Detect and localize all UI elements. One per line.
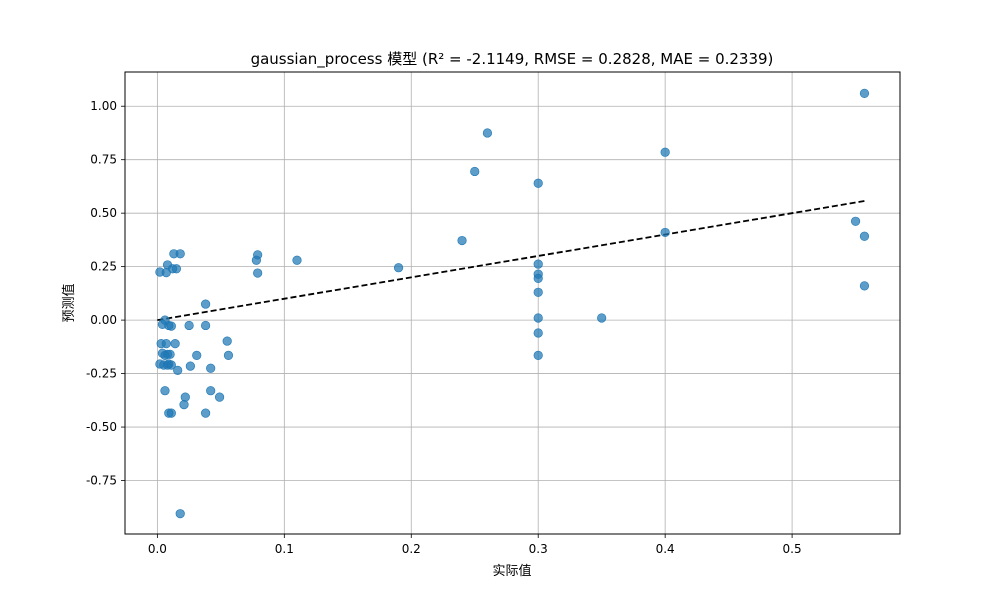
scatter-point [253, 268, 263, 278]
scatter-point [171, 264, 182, 274]
scatter-point [175, 249, 185, 259]
scatter-point [166, 408, 176, 418]
scatter-point [660, 227, 670, 238]
y-tick-label: -0.25 [86, 367, 117, 381]
ideal-line-layer [157, 200, 865, 321]
scatter-point [850, 216, 861, 226]
scatter-point [179, 399, 189, 410]
scatter-point [533, 350, 543, 361]
y-tick-label: 0.25 [90, 260, 117, 274]
scatter-point [533, 328, 543, 338]
scatter-point [533, 273, 543, 284]
y-tick-label: 0.75 [90, 153, 117, 167]
scatter-point [160, 386, 170, 396]
scatter-point [859, 231, 870, 241]
x-tick-label: 0.3 [529, 542, 548, 556]
scatter-point [170, 339, 180, 349]
scatter-point [201, 320, 211, 331]
y-tick-label: 0.50 [90, 206, 117, 220]
scatter-point [859, 281, 870, 291]
grid-layer [125, 72, 900, 534]
scatter-point [223, 350, 234, 361]
scatter-point [161, 268, 171, 278]
x-tick-label: 0.4 [656, 542, 675, 556]
y-tick-label: -0.75 [86, 474, 117, 488]
scatter-point [192, 350, 202, 361]
scatter-point [533, 287, 543, 297]
scatter-point [859, 88, 870, 98]
scatter-point [166, 360, 176, 370]
x-tick-label: 0.5 [783, 542, 802, 556]
scatter-point [470, 166, 480, 177]
y-tick-label: 1.00 [90, 99, 117, 113]
scatter-point [533, 259, 543, 269]
y-tick-label: 0.00 [90, 313, 117, 327]
scatter-point [173, 365, 183, 375]
scatter-point [206, 386, 216, 396]
x-tick-label: 0.1 [275, 542, 294, 556]
x-axis-ticks: 0.0 0.1 0.2 0.3 0.4 0.5 [148, 534, 802, 556]
scatter-point [292, 255, 302, 265]
plot-frame [124, 71, 901, 535]
scatter-point [660, 147, 670, 157]
ideal-fit-line [157, 200, 865, 321]
scatter-point [206, 363, 216, 373]
chart-title: gaussian_process 模型 (R² = -2.1149, RMSE … [251, 50, 774, 69]
scatter-point [597, 313, 607, 323]
x-tick-label: 0.2 [402, 542, 421, 556]
scatter-point [180, 392, 190, 402]
scatter-point [160, 350, 170, 361]
scatter-point [214, 392, 225, 402]
points-layer [155, 88, 870, 519]
scatter-point [185, 361, 195, 371]
scatter-point [222, 336, 232, 346]
scatter-point [393, 263, 404, 273]
scatter-point [166, 321, 176, 331]
scatter-point [175, 509, 185, 519]
scatter-point [457, 235, 467, 246]
scatter-point [533, 313, 543, 323]
y-tick-label: -0.50 [86, 420, 117, 434]
x-tick-label: 0.0 [148, 542, 167, 556]
y-axis-label: 预测值 [61, 283, 77, 322]
scatter-point [482, 128, 493, 138]
scatter-point [161, 339, 171, 349]
scatter-point [201, 299, 211, 309]
scatter-point [201, 408, 211, 418]
x-axis-label: 实际值 [492, 563, 531, 579]
y-axis-ticks: 1.00 0.75 0.50 0.25 0.00 -0.25 -0.50 -0.75 [86, 99, 125, 488]
scatter-point [184, 320, 194, 331]
scatter-point [533, 178, 543, 188]
scatter-point [251, 255, 261, 265]
